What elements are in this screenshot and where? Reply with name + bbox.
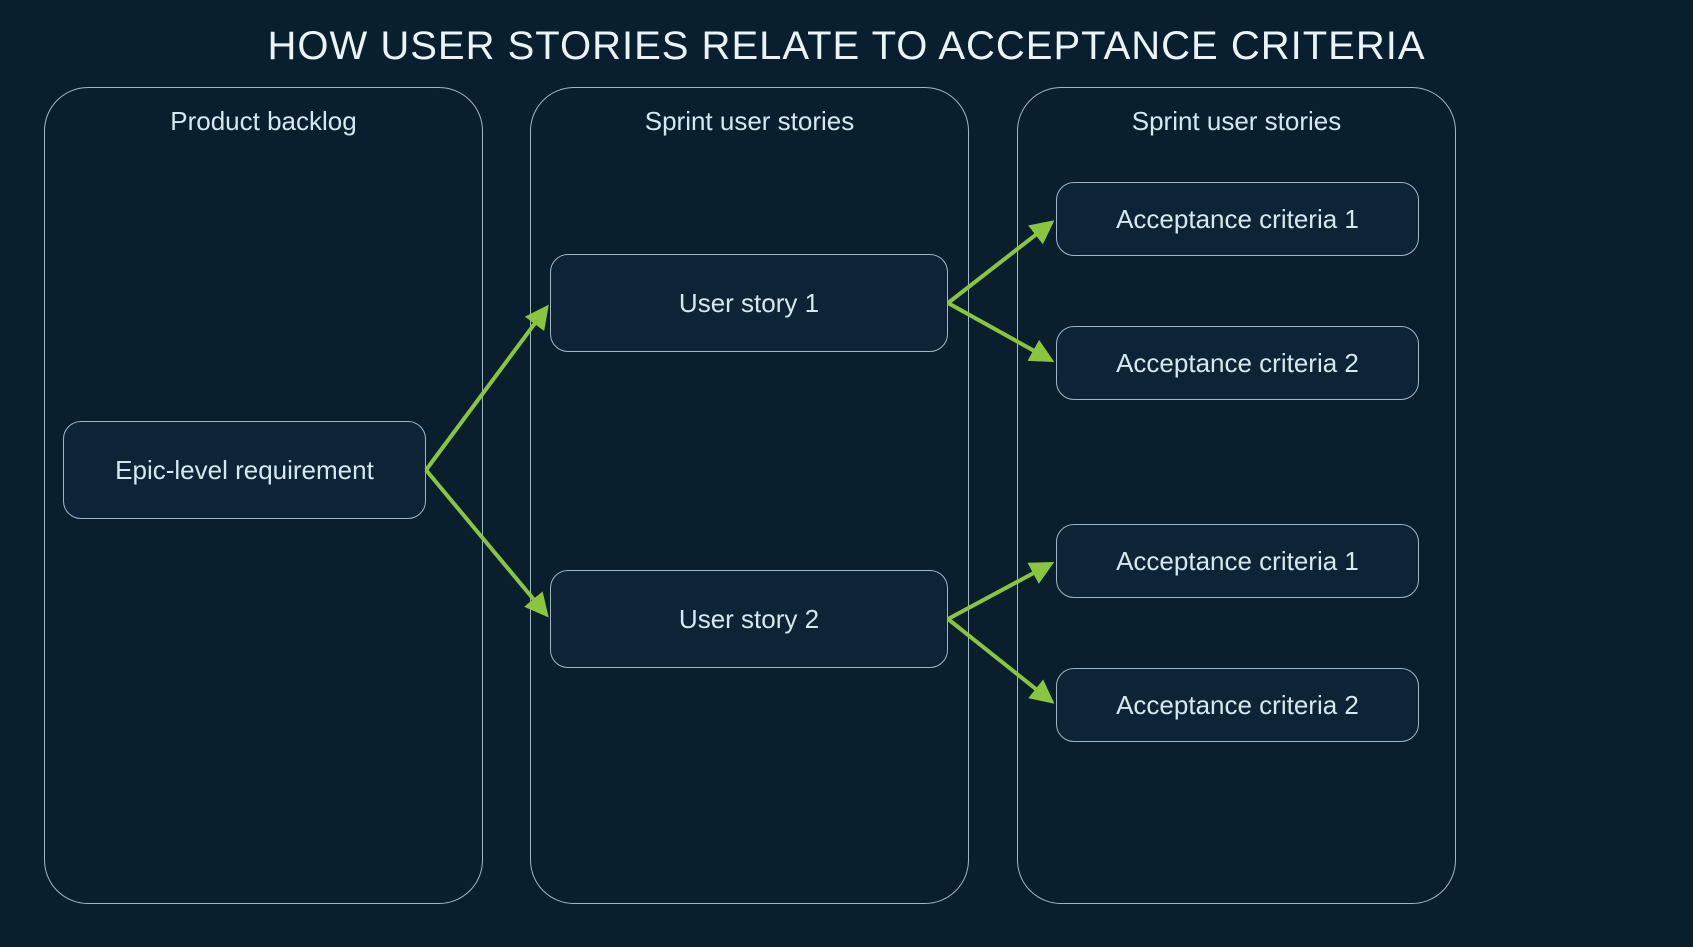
node-acceptance-criteria-2b: Acceptance criteria 2 — [1056, 668, 1419, 742]
diagram-stage: HOW USER STORIES RELATE TO ACCEPTANCE CR… — [0, 0, 1693, 947]
node-label: Epic-level requirement — [115, 455, 374, 486]
node-epic-level-requirement: Epic-level requirement — [63, 421, 426, 519]
node-user-story-2: User story 2 — [550, 570, 948, 668]
column-title: Product backlog — [45, 106, 482, 137]
node-label: User story 1 — [679, 288, 819, 319]
node-acceptance-criteria-1a: Acceptance criteria 1 — [1056, 182, 1419, 256]
node-label: Acceptance criteria 1 — [1116, 546, 1359, 577]
node-label: User story 2 — [679, 604, 819, 635]
node-acceptance-criteria-1b: Acceptance criteria 2 — [1056, 326, 1419, 400]
diagram-title: HOW USER STORIES RELATE TO ACCEPTANCE CR… — [0, 24, 1693, 69]
node-label: Acceptance criteria 2 — [1116, 690, 1359, 721]
node-label: Acceptance criteria 1 — [1116, 204, 1359, 235]
node-acceptance-criteria-2a: Acceptance criteria 1 — [1056, 524, 1419, 598]
column-sprint-user-stories: Sprint user stories — [530, 87, 969, 904]
column-title: Sprint user stories — [531, 106, 968, 137]
node-user-story-1: User story 1 — [550, 254, 948, 352]
node-label: Acceptance criteria 2 — [1116, 348, 1359, 379]
column-title: Sprint user stories — [1018, 106, 1455, 137]
